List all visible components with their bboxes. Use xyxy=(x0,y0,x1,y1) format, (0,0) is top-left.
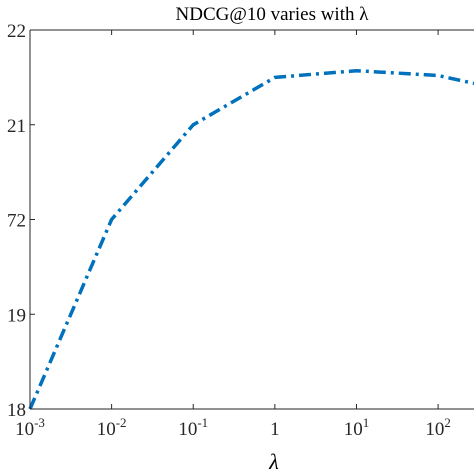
x-tick-exponent: -1 xyxy=(197,415,208,430)
x-axis-label: λ xyxy=(268,449,279,474)
x-tick-base: 10 xyxy=(15,419,34,440)
x-tick-exponent: -2 xyxy=(116,415,127,430)
chart-title: NDCG@10 varies with λ xyxy=(176,4,370,25)
series-layer xyxy=(28,68,474,410)
y-tick-label: 18 xyxy=(7,400,26,421)
y-tick-label: 72 xyxy=(7,211,26,232)
x-tick-label: 10-2 xyxy=(97,415,127,440)
x-tick-label: 10-1 xyxy=(178,415,208,440)
x-tick-base: 10 xyxy=(97,419,116,440)
series-line xyxy=(28,68,474,410)
y-tick-label: 19 xyxy=(7,305,26,326)
x-axis-ticks: 10-3 10-2 10-1 1 101 102 xyxy=(15,30,451,440)
plot-background xyxy=(30,30,474,409)
x-tick-exponent: 1 xyxy=(363,415,370,430)
y-tick-label: 22 xyxy=(7,21,26,42)
plot-area xyxy=(29,29,474,410)
x-tick-base: 1 xyxy=(270,419,280,440)
x-tick-label: 10-3 xyxy=(15,415,45,440)
x-tick-exponent: 2 xyxy=(444,415,451,430)
x-tick-base: 10 xyxy=(178,419,197,440)
x-tick-base: 10 xyxy=(344,419,363,440)
x-tick-exponent: -3 xyxy=(34,415,45,430)
x-tick-label: 102 xyxy=(425,415,451,440)
x-tick-label: 101 xyxy=(344,415,370,440)
y-axis-ticks: 18 19 72 21 22 xyxy=(7,21,35,421)
y-tick-label: 21 xyxy=(7,116,26,137)
x-tick-label: 1 xyxy=(270,419,280,440)
x-tick-base: 10 xyxy=(425,419,444,440)
